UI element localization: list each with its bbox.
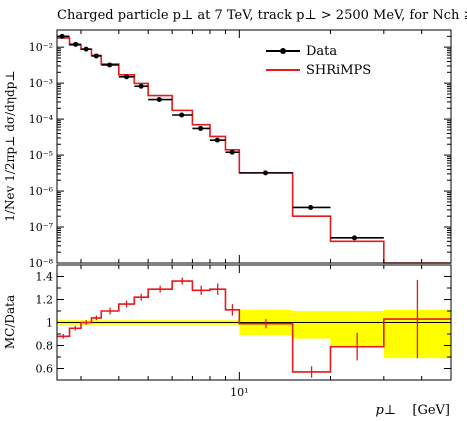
ratio-y-ticks: 0.6 0.8 1 1.2 1.4 [36, 271, 451, 376]
main-y-tick-label: 10⁻⁵ [29, 149, 53, 162]
data-point [83, 46, 89, 52]
main-y-tick-label: 10⁻² [29, 41, 53, 54]
data-point [107, 62, 113, 68]
data-point [156, 97, 162, 103]
ratio-plot-layers [57, 277, 451, 378]
ratio-y-tick-label: 0.8 [36, 340, 54, 353]
legend-shrimps-label: SHRiMPS [306, 63, 371, 78]
ratio-x-ticks: 10¹ [80, 265, 452, 399]
data-point [214, 137, 220, 143]
main-y-tick-label: 10⁻⁷ [29, 221, 54, 234]
data-point [59, 33, 65, 39]
ratio-y-tick-label: 1.4 [36, 271, 54, 284]
main-y-tick-label: 10⁻⁴ [29, 113, 54, 126]
x-axis-label: p⊥ [375, 403, 396, 418]
data-point [123, 74, 129, 80]
shrimps-ratio-histogram [57, 280, 451, 373]
main-plot-panel: 10⁻² 10⁻³ 10⁻⁴ 10⁻⁵ 10⁻⁶ 10⁻⁷ 10⁻⁸ 1/Nev 1/2πp… [3, 29, 452, 270]
data-point [308, 204, 314, 210]
main-y-tick-label: 10⁻³ [29, 77, 53, 90]
ratio-y-axis-label: MC/Data [3, 295, 17, 349]
ratio-y-tick-label: 1.2 [36, 294, 54, 307]
main-y-tick-label: 10⁻⁶ [29, 185, 54, 198]
uncertainty-band-segment [292, 311, 331, 339]
chart-title: Charged particle p⊥ at 7 TeV, track p⊥ >… [57, 8, 467, 23]
shrimps-histogram-line [57, 37, 451, 264]
main-plot-frame [56, 29, 452, 264]
data-point [93, 53, 99, 59]
legend-data-marker [280, 48, 286, 54]
ratio-y-tick-label: 0.6 [36, 363, 54, 376]
ratio-y-tick-label: 1 [46, 317, 53, 330]
data-point [198, 125, 204, 131]
ratio-plot-panel: 0.6 0.8 1 1.2 1.4 10¹ MC/Data p⊥ [GeV] [3, 264, 452, 418]
ratio-x-tick-label: 10¹ [230, 386, 248, 399]
data-point [351, 235, 357, 241]
main-y-ticks: 10⁻² 10⁻³ 10⁻⁴ 10⁻⁵ 10⁻⁶ 10⁻⁷ 10⁻⁸ [29, 29, 451, 270]
main-y-tick-label: 10⁻⁸ [29, 257, 54, 270]
legend-data-label: Data [306, 44, 337, 59]
data-point [229, 149, 235, 155]
data-point [179, 112, 185, 118]
data-point [262, 170, 268, 176]
main-y-axis-label: 1/Nev 1/2πp⊥ dσ/dηdp⊥ [3, 70, 17, 221]
main-plot-layers [57, 33, 451, 264]
data-point [73, 41, 79, 47]
x-axis-unit: [GeV] [412, 403, 450, 418]
main-x-ticks [80, 30, 452, 263]
legend: Data SHRiMPS [266, 44, 371, 78]
data-point [138, 83, 144, 89]
